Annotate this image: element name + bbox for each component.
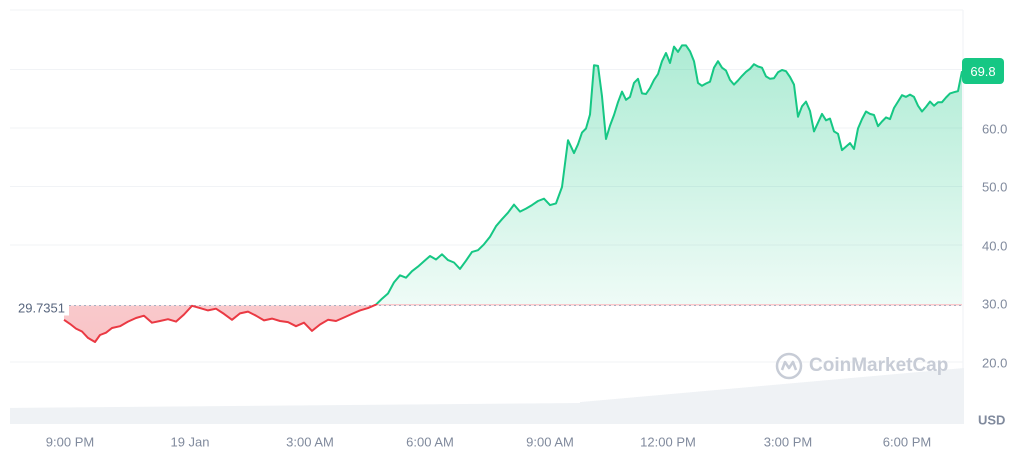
reference-price-label: 29.7351 [14, 300, 69, 316]
x-tick-label: 9:00 AM [526, 434, 574, 450]
x-tick-label: 9:00 PM [45, 434, 95, 450]
x-tick-label: 6:00 AM [406, 434, 454, 450]
price-area [64, 45, 962, 342]
last-price-badge: 69.8 [962, 58, 1004, 84]
x-tick-label: 3:00 AM [286, 434, 334, 450]
y-tick-label: 50.0 [982, 179, 1008, 195]
x-tick-label: 19 Jan [170, 434, 210, 450]
x-tick-label: 3:00 PM [763, 434, 813, 450]
price-line [63, 44, 963, 343]
y-tick-label: 60.0 [982, 121, 1008, 136]
y-tick-label: 30.0 [982, 296, 1008, 312]
x-tick-label: 6:00 PM [882, 434, 932, 450]
y-tick-label: 20.0 [982, 355, 1008, 370]
watermark-text: CoinMarketCap [809, 355, 949, 376]
watermark: CoinMarketCap [775, 352, 948, 380]
y-tick-label: 40.0 [982, 238, 1008, 253]
coinmarketcap-logo-icon [775, 352, 803, 380]
currency-label: USD [978, 412, 1006, 428]
x-tick-label: 12:00 PM [640, 434, 696, 450]
volume-bars [10, 368, 964, 424]
